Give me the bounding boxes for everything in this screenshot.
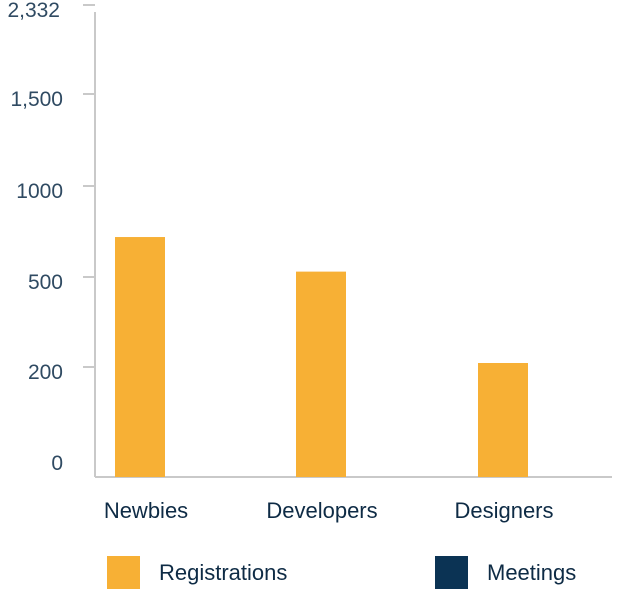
x-category-label: Newbies — [104, 498, 188, 523]
legend-label-registrations: Registrations — [159, 559, 288, 585]
legend-label-meetings: Meetings — [487, 559, 577, 585]
bar-designers[interactable] — [478, 363, 528, 477]
bar-developers[interactable] — [296, 271, 346, 477]
x-axis-labels: Newbies Developers Designers — [104, 498, 554, 523]
y-tick-label: 200 — [28, 361, 63, 384]
y-tick-label: 1000 — [16, 180, 63, 203]
y-tick-label: 0 — [51, 452, 63, 475]
y-axis: 2,332 1,500 1000 500 200 0 — [7, 0, 612, 478]
bar-newbies[interactable] — [115, 237, 165, 477]
x-category-label: Developers — [266, 498, 377, 523]
legend-swatch-meetings — [435, 556, 468, 589]
y-tick-label: 2,332 — [7, 0, 60, 22]
legend-swatch-registrations — [107, 556, 140, 589]
x-category-label: Designers — [454, 498, 553, 523]
bars — [115, 237, 528, 477]
y-tick-label: 500 — [28, 271, 63, 294]
legend-item-meetings[interactable]: Meetings — [435, 556, 576, 589]
y-tick-label: 1,500 — [10, 88, 63, 111]
legend-item-registrations[interactable]: Registrations — [107, 556, 287, 589]
